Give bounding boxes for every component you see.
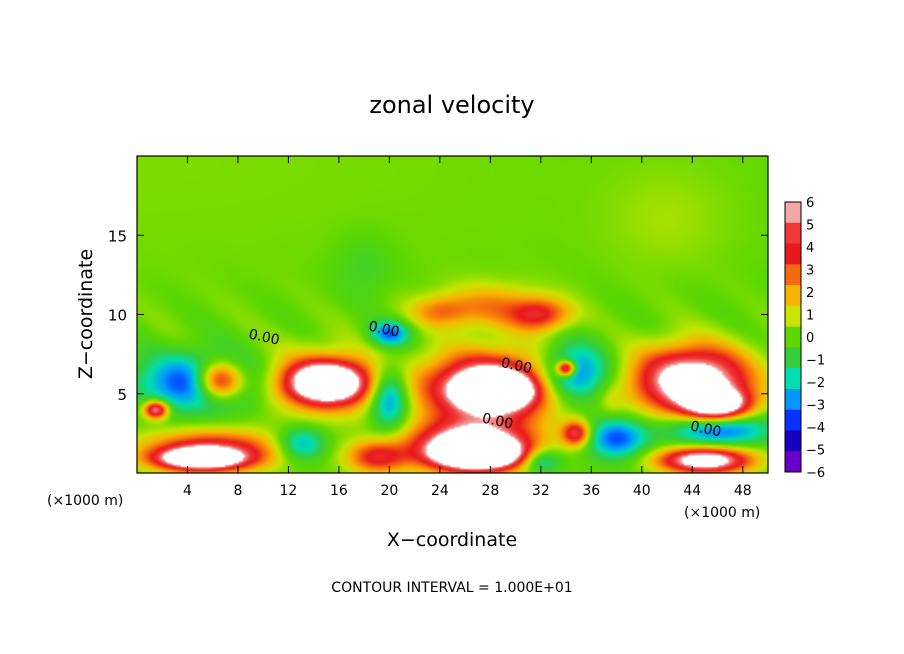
- colorbar-tick-label: 3: [806, 264, 814, 279]
- x-tick-label: 36: [582, 483, 600, 499]
- x-tick-label: 24: [431, 483, 449, 499]
- x-tick-label: 8: [233, 483, 242, 499]
- contour-label: 0.00: [247, 326, 281, 348]
- x-tick-label: 4: [183, 483, 192, 499]
- colorbar-swatch: [785, 388, 801, 411]
- x-axis-label: X−coordinate: [387, 529, 517, 551]
- x-tick-label: 32: [532, 483, 550, 499]
- contour-label: 0.00: [500, 355, 534, 377]
- x-tick-label: 44: [683, 483, 701, 499]
- y-axis-ticks: 5 10 15: [108, 227, 768, 404]
- colorbar-swatch: [785, 347, 801, 369]
- colorbar-swatch: [785, 409, 801, 431]
- x-axis-unit-left: (×1000 m): [47, 493, 123, 509]
- heatmap-field: [137, 156, 768, 473]
- colorbar-frame: [784, 201, 802, 473]
- plot-area: 0.00 0.000.000.00 0.00 4 8 12 16 20 24 28 32 36 40 4…: [108, 155, 769, 499]
- colorbar-swatch: [785, 368, 801, 390]
- colorbar-tick-label: 1: [806, 309, 814, 324]
- y-tick-label: 10: [108, 307, 127, 325]
- colorbar-tick-label: −6: [806, 466, 825, 481]
- contour-label: 0.00: [367, 319, 401, 341]
- colorbar-tick-label: −2: [806, 376, 825, 391]
- colorbar-swatch: [785, 430, 801, 452]
- x-axis-unit-right: (×1000 m): [684, 505, 760, 521]
- colorbar-tick-label: 0: [806, 331, 814, 346]
- contour-label: 0.00: [689, 418, 723, 440]
- contour-label: 0.00: [481, 410, 515, 432]
- y-axis-label: Z−coordinate: [75, 249, 97, 379]
- y-tick-label: 15: [108, 227, 127, 245]
- colorbar-tick-label: 5: [806, 219, 814, 234]
- colorbar-swatch: [785, 285, 801, 307]
- contour-interval-note: CONTOUR INTERVAL = 1.000E+01: [331, 580, 572, 596]
- chart-title: zonal velocity: [369, 91, 534, 119]
- x-axis-ticks: 4 8 12 16 20 24 28 32 36 40 44 48: [183, 156, 752, 499]
- x-tick-label: 48: [734, 483, 752, 499]
- colorbar-tick-label: 4: [806, 241, 814, 256]
- colorbar-swatch: [785, 202, 801, 224]
- colorbar-swatch: [785, 264, 801, 286]
- colorbar-tick-label: −1: [806, 354, 825, 369]
- x-tick-label: 20: [380, 483, 398, 499]
- colorbar-tick-label: 2: [806, 286, 814, 301]
- colorbar-swatch: [785, 326, 801, 348]
- colorbar-swatch: [785, 451, 801, 473]
- contour-labels: 0.00 0.00 0.00 0.00 0.00: [247, 319, 723, 441]
- colorbar-tick-label: 6: [806, 196, 814, 211]
- colorbar: 6 5 4 3 2 1 0 −1 −2 −3 −4 −5 −6: [784, 196, 825, 481]
- x-tick-label: 28: [481, 483, 499, 499]
- y-tick-label: 5: [117, 386, 127, 404]
- x-tick-label: 40: [633, 483, 651, 499]
- colorbar-tick-label: −4: [806, 421, 825, 436]
- colorbar-tick-label: −3: [806, 399, 825, 414]
- x-tick-label: 16: [330, 483, 348, 499]
- colorbar-swatch: [785, 243, 801, 265]
- colorbar-swatch: [785, 305, 801, 328]
- x-tick-label: 12: [280, 483, 298, 499]
- colorbar-swatch: [785, 222, 801, 245]
- colorbar-tick-label: −5: [806, 444, 825, 459]
